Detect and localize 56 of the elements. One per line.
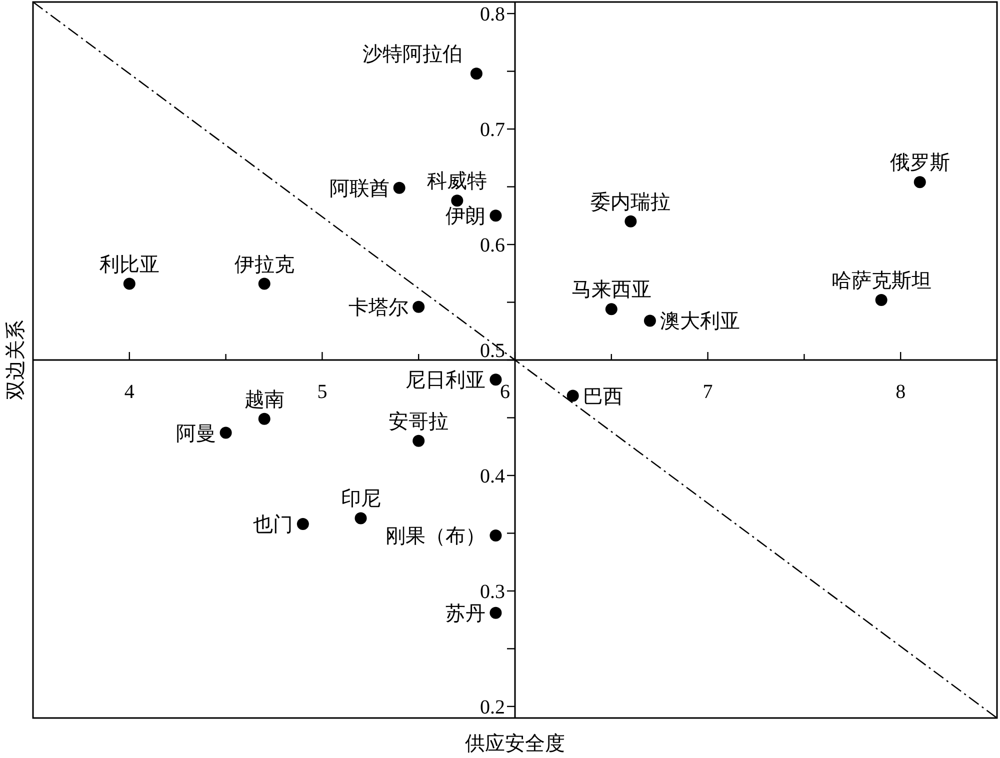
x-tick-label: 7	[702, 381, 713, 403]
annotation: 沙特阿拉伯	[362, 44, 462, 66]
annotation: 卡塔尔	[348, 296, 409, 319]
point	[644, 314, 656, 327]
y-axis-title: 双边关系	[5, 320, 27, 400]
annotation: 也门	[252, 514, 293, 536]
point	[490, 210, 502, 222]
point	[354, 512, 367, 524]
point	[412, 434, 425, 447]
annotation: 利比亚	[99, 254, 160, 276]
annotation: 巴西	[582, 386, 623, 408]
point	[490, 606, 502, 619]
point	[914, 176, 926, 188]
x-tick-label: 6	[500, 381, 510, 403]
point	[123, 278, 136, 290]
point	[875, 294, 888, 306]
annotation: 马来西亚	[571, 279, 652, 302]
y-tick-label: 0.5	[480, 340, 505, 362]
annotation: 伊拉克	[234, 254, 294, 276]
point	[624, 215, 637, 228]
x-tick-label: 8	[896, 381, 906, 403]
annotation: 委内瑞拉	[590, 191, 671, 214]
y-tick-label: 0.4	[480, 465, 505, 488]
y-tick-label: 0.7	[480, 119, 505, 142]
annotation: 哈萨克斯坦	[831, 270, 932, 292]
point	[566, 390, 579, 402]
point	[605, 303, 618, 316]
point	[296, 518, 309, 530]
point	[490, 530, 502, 542]
x-tick-label: 4	[124, 381, 134, 403]
annotation: 尼日利亚	[406, 370, 486, 392]
annotation: 俄罗斯	[890, 152, 950, 174]
y-tick-label: 0.8	[480, 4, 505, 26]
annotation: 阿曼	[176, 422, 216, 445]
annotation: 苏丹	[446, 602, 486, 625]
annotation: 刚果（布）	[386, 526, 486, 548]
annotation: 科威特	[427, 170, 488, 193]
point	[490, 374, 502, 386]
y-tick-label: 0.3	[480, 580, 505, 603]
annotation: 澳大利亚	[660, 310, 740, 333]
x-axis-title: 供应安全度	[465, 733, 565, 755]
point	[412, 300, 425, 313]
annotation: 伊朗	[446, 206, 486, 228]
annotation: 安哥拉	[388, 410, 449, 433]
point	[393, 182, 406, 194]
point	[258, 412, 270, 425]
y-tick-label: 0.6	[480, 234, 505, 257]
point	[451, 194, 464, 207]
point	[220, 426, 232, 439]
annotation: 越南	[244, 388, 284, 411]
annotation: 阿联酋	[329, 178, 390, 200]
point	[258, 278, 270, 290]
x-tick-label: 5	[317, 381, 328, 403]
point	[470, 68, 482, 80]
annotation: 印尼	[340, 488, 381, 510]
y-tick-label: 0.2	[480, 696, 505, 718]
